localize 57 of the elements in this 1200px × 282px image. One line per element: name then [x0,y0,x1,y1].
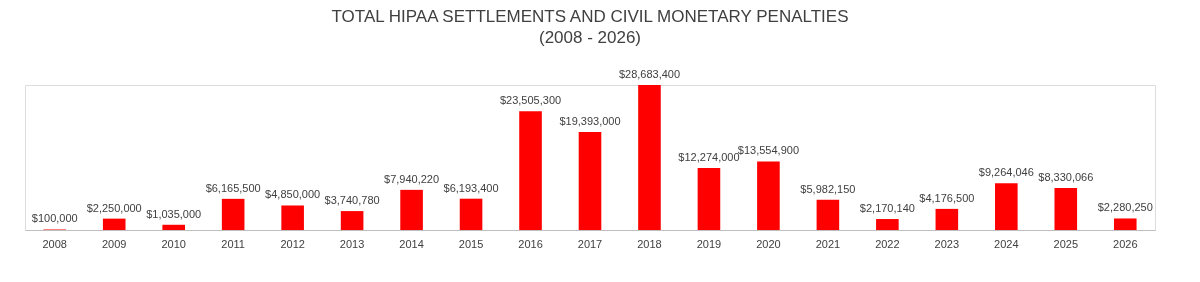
x-tick-label: 2021 [815,237,841,250]
x-tick-label: 2017 [577,237,603,250]
bar [1054,187,1078,230]
data-label: $8,330,066 [1038,170,1094,183]
bar [162,224,185,230]
x-tick-label: 2024 [994,237,1019,250]
data-label: $1,035,000 [146,207,202,220]
x-tick-label: 2023 [934,237,960,250]
x-tick-label: 2010 [161,237,186,250]
data-label: $2,170,140 [859,202,915,215]
bar [281,205,304,230]
bar [757,161,780,230]
bar [995,183,1018,230]
bar [1113,218,1137,230]
bar [638,85,661,230]
x-tick-label: 2025 [1053,237,1079,250]
data-label: $5,982,150 [800,182,856,195]
bar [340,211,364,230]
bar [876,219,899,230]
data-label: $6,193,400 [443,181,499,194]
x-tick-label: 2009 [101,237,127,250]
data-label: $2,280,250 [1097,201,1153,214]
x-tick-label: 2011 [221,237,245,250]
data-label: $12,274,000 [678,150,740,163]
data-label: $7,940,220 [384,172,440,185]
x-tick-label: 2014 [399,237,424,250]
data-label: $4,850,000 [265,188,321,201]
bar [400,189,423,230]
bar [578,131,602,230]
data-label: $28,683,400 [618,68,681,80]
bar [459,198,483,230]
chart-subtitle: (2008 - 2026) [538,28,642,47]
x-tick-label: 2020 [756,237,781,250]
x-tick-label: 2026 [1113,237,1138,250]
data-label: $3,740,780 [324,194,380,207]
bar [816,199,840,230]
bar [697,167,721,230]
chart-title: TOTAL HIPAA SETTLEMENTS AND CIVIL MONETARY PENALTIES [331,7,849,26]
data-label: $2,250,000 [86,201,142,214]
x-tick-label: 2013 [339,237,365,250]
bar [519,111,542,230]
data-label: $4,176,500 [919,191,975,204]
x-tick-label: 2015 [458,237,484,250]
data-label: $23,505,300 [499,94,562,107]
data-label: $19,393,000 [559,114,621,127]
data-label: $9,264,046 [978,166,1034,179]
x-tick-label: 2012 [280,237,305,250]
x-tick-label: 2018 [637,237,662,250]
x-tick-label: 2016 [518,237,543,250]
x-tick-label: 2008 [42,237,67,250]
bar [102,218,126,230]
data-label: $6,165,500 [205,181,261,194]
x-tick-label: 2022 [875,237,900,250]
bar [935,208,959,230]
data-label: $100,000 [31,212,78,225]
bar [221,198,245,230]
x-tick-label: 2019 [696,237,722,250]
